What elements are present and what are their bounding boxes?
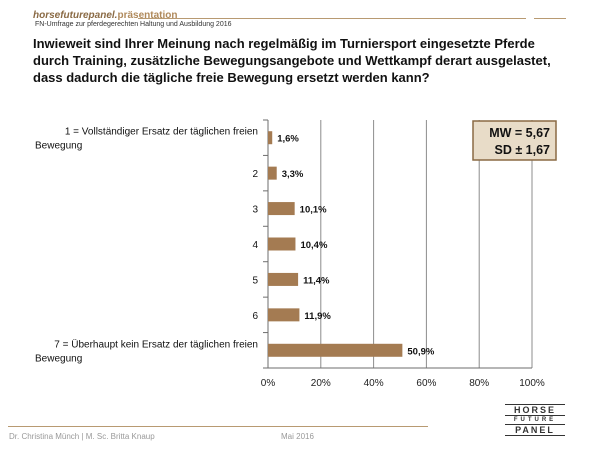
- data-label: 11,9%: [304, 311, 331, 322]
- footer-date: Mai 2016: [281, 432, 314, 441]
- bar: [268, 343, 403, 357]
- data-label: 1,6%: [277, 134, 299, 145]
- bar: [268, 202, 295, 216]
- category-label: Bewegung: [35, 141, 82, 152]
- category-label: 6: [252, 311, 258, 322]
- category-label: 7 = Überhaupt kein Ersatz der täglichen …: [54, 338, 258, 350]
- footer-authors: Dr. Christina Münch | M. Sc. Britta Knau…: [9, 432, 155, 441]
- x-tick-label: 80%: [469, 378, 489, 389]
- stats-box: [472, 120, 557, 161]
- header-rule: [138, 18, 526, 19]
- bar: [268, 308, 300, 322]
- header-rule-short: [534, 18, 566, 19]
- category-label: 2: [252, 169, 258, 180]
- data-label: 10,1%: [300, 205, 327, 216]
- category-label: Bewegung: [35, 353, 82, 364]
- logo-line-3: PANEL: [505, 424, 565, 436]
- category-label: 1 = Vollständiger Ersatz der täglichen f…: [65, 127, 258, 138]
- category-label: 3: [252, 205, 258, 216]
- category-label: 5: [252, 275, 258, 286]
- data-label: 11,4%: [303, 275, 330, 286]
- mean-value: MW = 5,67: [489, 126, 550, 140]
- x-tick-label: 100%: [519, 378, 545, 389]
- x-tick-label: 0%: [261, 378, 276, 389]
- x-tick-label: 60%: [416, 378, 436, 389]
- bar: [268, 272, 299, 286]
- category-label: 4: [252, 240, 258, 251]
- data-label: 3,3%: [282, 169, 304, 180]
- footer-rule: [8, 426, 428, 427]
- bar: [268, 131, 273, 145]
- x-tick-label: 20%: [311, 378, 331, 389]
- data-label: 10,4%: [300, 240, 327, 251]
- logo-line-1: HORSE: [505, 404, 565, 416]
- logo-line-2: FUTURE: [513, 417, 557, 423]
- brand-wordmark: horsefuturepanel.präsentation: [33, 10, 178, 21]
- bar: [268, 166, 277, 180]
- survey-subtitle: FN-Umfrage zur pferdegerechten Haltung u…: [35, 21, 232, 28]
- bar: [268, 237, 296, 251]
- x-tick-label: 40%: [364, 378, 384, 389]
- chart-title: Inwieweit sind Ihrer Meinung nach regelm…: [33, 36, 551, 85]
- sd-value: SD ± 1,67: [495, 143, 551, 157]
- horse-future-panel-logo: HORSE FUTURE PANEL: [505, 404, 565, 444]
- bar-chart: 0% 20% 40% 60% 80% 100% 1,6% 1 = Vollständiger …: [35, 119, 557, 389]
- data-label: 50,9%: [407, 346, 434, 357]
